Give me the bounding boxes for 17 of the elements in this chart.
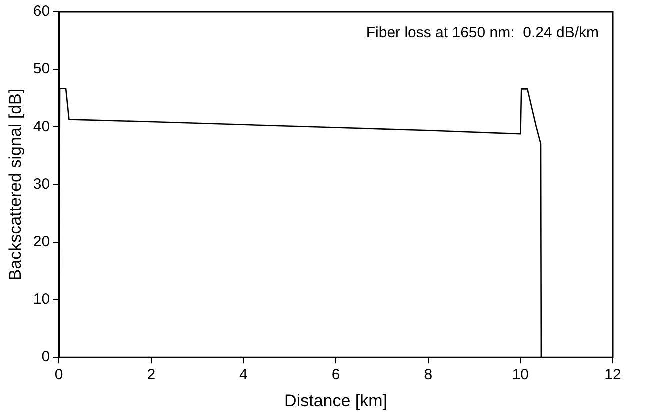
x-tick-label: 2 [147, 366, 156, 384]
y-tick-label: 30 [33, 176, 50, 193]
y-tick-label: 10 [33, 291, 50, 308]
y-tick-label: 40 [33, 118, 50, 136]
x-axis-title: Distance [km] [284, 391, 388, 410]
y-tick-label: 60 [33, 3, 50, 20]
y-tick-label: 0 [42, 348, 50, 366]
y-tick-label: 20 [33, 234, 50, 251]
x-tick-label: 8 [424, 366, 433, 384]
y-tick-label: 50 [33, 60, 50, 78]
x-tick-label: 0 [54, 366, 64, 384]
x-tick-label: 10 [512, 366, 530, 384]
y-axis-title: Backscattered signal [dB] [6, 88, 25, 281]
annotation: Fiber loss at 1650 nm: 0.24 dB/km [366, 24, 599, 42]
x-tick-label: 12 [604, 366, 622, 384]
x-tick-label: 4 [240, 366, 248, 384]
x-tick-label: 6 [332, 366, 340, 384]
